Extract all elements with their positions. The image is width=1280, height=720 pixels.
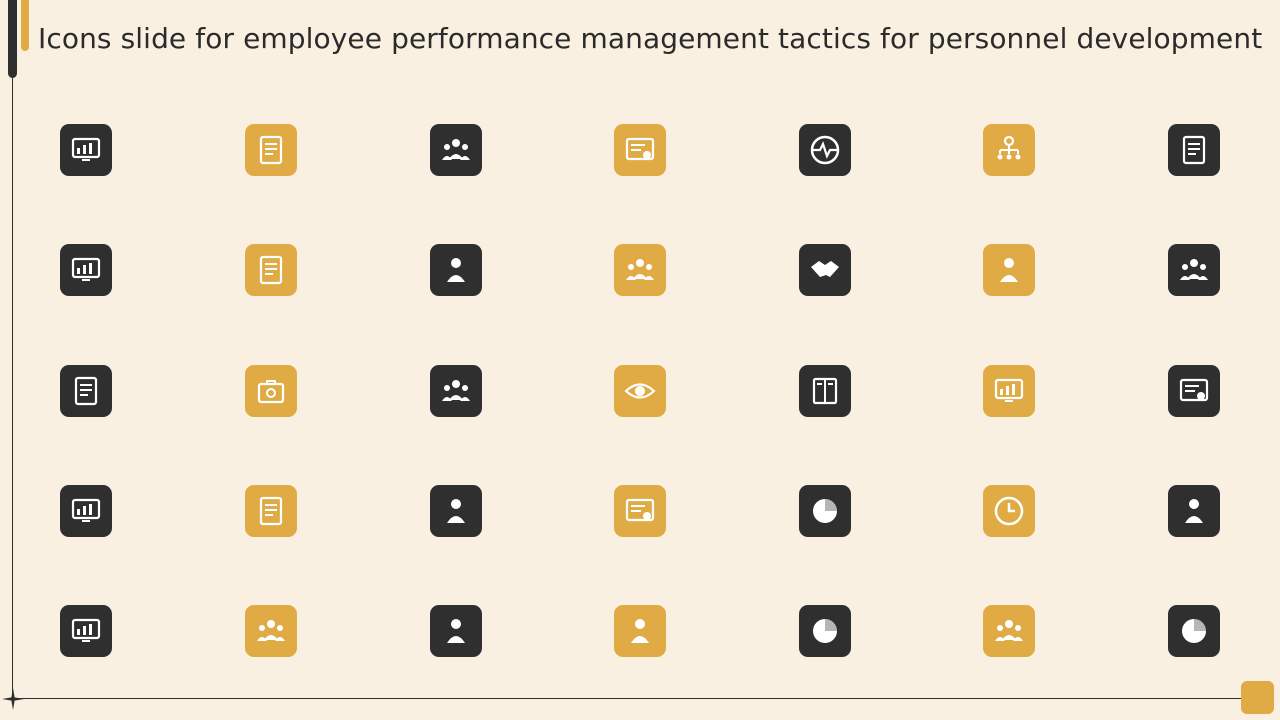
performance-dashboard-icon bbox=[71, 498, 101, 522]
icon-tile bbox=[799, 244, 851, 296]
handshake-icon bbox=[811, 261, 839, 277]
vision-eye-icon bbox=[624, 383, 656, 399]
team-presentation-icon bbox=[995, 620, 1023, 641]
icon-tile bbox=[983, 605, 1035, 657]
icon-tile bbox=[245, 485, 297, 537]
frame-line-bottom bbox=[12, 698, 1242, 699]
browser-pie-chart-icon bbox=[1182, 619, 1206, 643]
notepad-pencil-icon bbox=[1182, 135, 1206, 165]
icon-tile bbox=[799, 605, 851, 657]
icon-tile bbox=[614, 244, 666, 296]
icon-tile bbox=[1168, 485, 1220, 537]
icon-tile bbox=[983, 244, 1035, 296]
documents-stack-icon bbox=[259, 255, 283, 285]
icon-tile bbox=[799, 485, 851, 537]
icon-tile bbox=[430, 365, 482, 417]
clipboard-pie-chart-icon bbox=[813, 499, 837, 523]
icon-tile bbox=[983, 124, 1035, 176]
briefcase-search-icon bbox=[257, 380, 285, 404]
icon-tile bbox=[614, 605, 666, 657]
employee-promotion-icon bbox=[631, 619, 649, 643]
icon-tile bbox=[430, 605, 482, 657]
organization-gear-icon bbox=[997, 135, 1021, 160]
icon-tile bbox=[614, 485, 666, 537]
clock-icon bbox=[994, 496, 1024, 526]
icon-tile bbox=[245, 605, 297, 657]
icon-tile bbox=[430, 485, 482, 537]
icon-tile bbox=[614, 124, 666, 176]
icon-tile bbox=[60, 605, 112, 657]
icon-tile bbox=[60, 124, 112, 176]
calendar-edit-icon bbox=[625, 137, 655, 161]
icon-tile bbox=[983, 365, 1035, 417]
monitor-document-icon bbox=[71, 137, 101, 161]
team-group-icon bbox=[442, 139, 470, 160]
accent-bar-dark bbox=[8, 0, 17, 78]
team-meeting-icon bbox=[257, 620, 285, 641]
employee-approved-icon bbox=[447, 619, 465, 643]
lockers-icon bbox=[812, 377, 838, 405]
corner-accent-square bbox=[1241, 681, 1274, 714]
team-gear-icon bbox=[626, 259, 654, 280]
certificate-graduation-icon bbox=[1179, 378, 1209, 402]
performance-dashboard-icon bbox=[71, 618, 101, 642]
icon-tile bbox=[245, 244, 297, 296]
icon-tile bbox=[1168, 365, 1220, 417]
icon-tile bbox=[1168, 124, 1220, 176]
documents-stack-icon bbox=[259, 496, 283, 526]
sparkle-star-icon bbox=[2, 688, 24, 710]
team-discussion-icon bbox=[442, 380, 470, 401]
employee-directions-icon bbox=[447, 258, 465, 282]
icon-tile bbox=[1168, 605, 1220, 657]
heartbeat-pulse-icon bbox=[810, 135, 840, 165]
employee-laptop-icon bbox=[1000, 258, 1018, 282]
frame-line-left bbox=[12, 78, 13, 698]
icon-tile bbox=[799, 124, 851, 176]
icon-tile bbox=[614, 365, 666, 417]
dollar-pie-chart-icon bbox=[813, 619, 837, 643]
process-flow-chart-icon bbox=[259, 135, 283, 165]
accent-bar-gold bbox=[21, 0, 29, 51]
touch-screen-approval-icon bbox=[71, 257, 101, 281]
icon-tile bbox=[430, 124, 482, 176]
icon-tile bbox=[430, 244, 482, 296]
employee-alert-icon bbox=[447, 499, 465, 523]
icon-tile bbox=[799, 365, 851, 417]
icon-tile bbox=[60, 244, 112, 296]
icon-tile bbox=[60, 365, 112, 417]
icon-tile bbox=[1168, 244, 1220, 296]
icon-tile bbox=[60, 485, 112, 537]
financial-report-icon bbox=[74, 376, 98, 406]
team-star-network-icon bbox=[1180, 259, 1208, 280]
icon-tile bbox=[245, 365, 297, 417]
icon-tile bbox=[245, 124, 297, 176]
employee-flowchart-icon bbox=[1185, 499, 1203, 523]
presentation-board-icon bbox=[994, 378, 1024, 402]
certificate-award-icon bbox=[625, 498, 655, 522]
slide-title: Icons slide for employee performance man… bbox=[38, 22, 1263, 55]
icon-tile bbox=[983, 485, 1035, 537]
